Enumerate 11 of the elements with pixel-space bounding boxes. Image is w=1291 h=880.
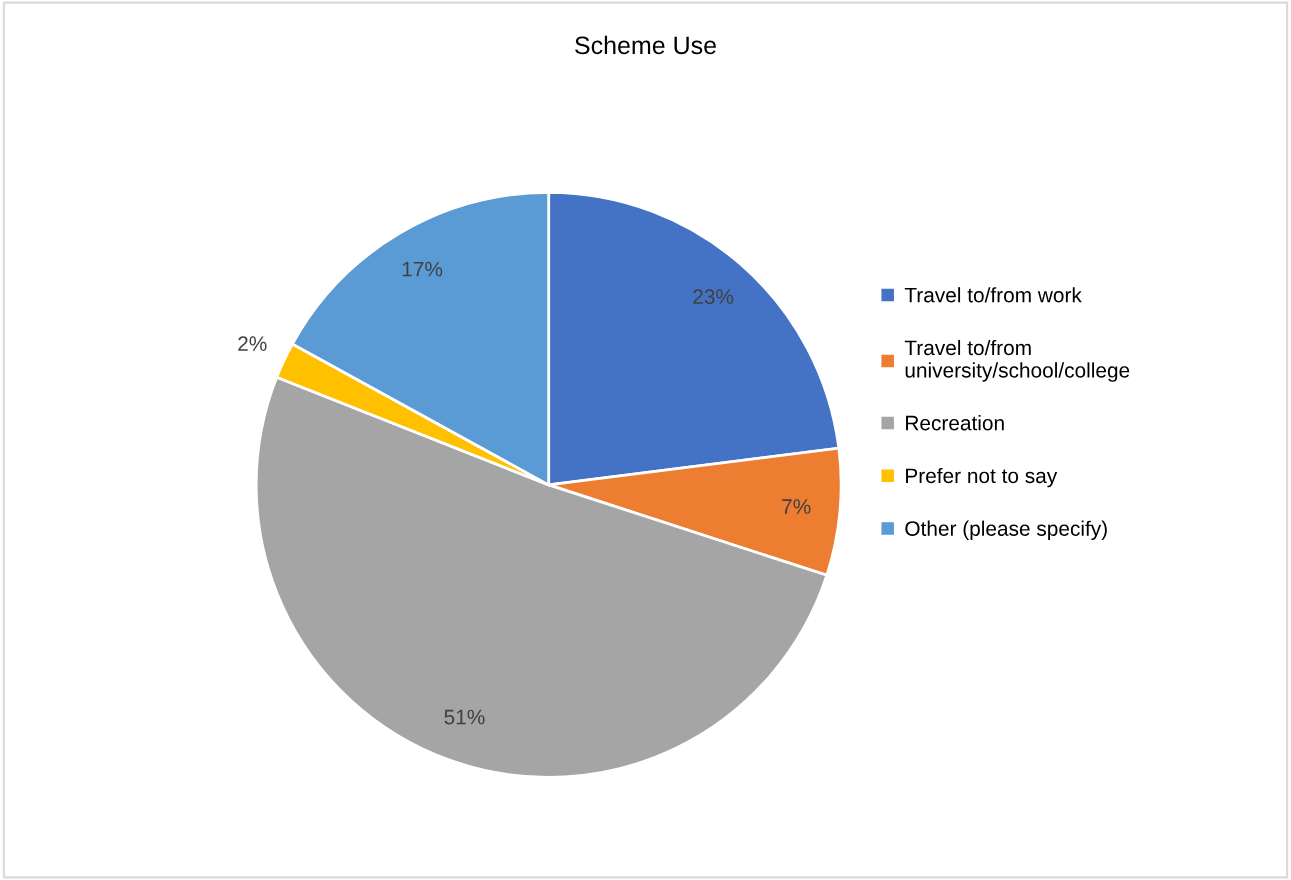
data-label: 51% (444, 709, 485, 725)
legend-label: Other (please specify) (905, 520, 1107, 541)
legend-label: Recreation (906, 415, 1004, 431)
legend-label: Travel to/from university/school/college (904, 339, 1130, 382)
chart-title: Scheme Use (575, 35, 716, 55)
data-label: 7% (782, 499, 811, 514)
data-label: 23% (693, 289, 734, 304)
legend-label: Prefer not to say (906, 467, 1058, 488)
data-label: 2% (238, 336, 267, 351)
legend-label: Travel to/from work (904, 287, 1082, 303)
data-label: 17% (402, 261, 443, 277)
